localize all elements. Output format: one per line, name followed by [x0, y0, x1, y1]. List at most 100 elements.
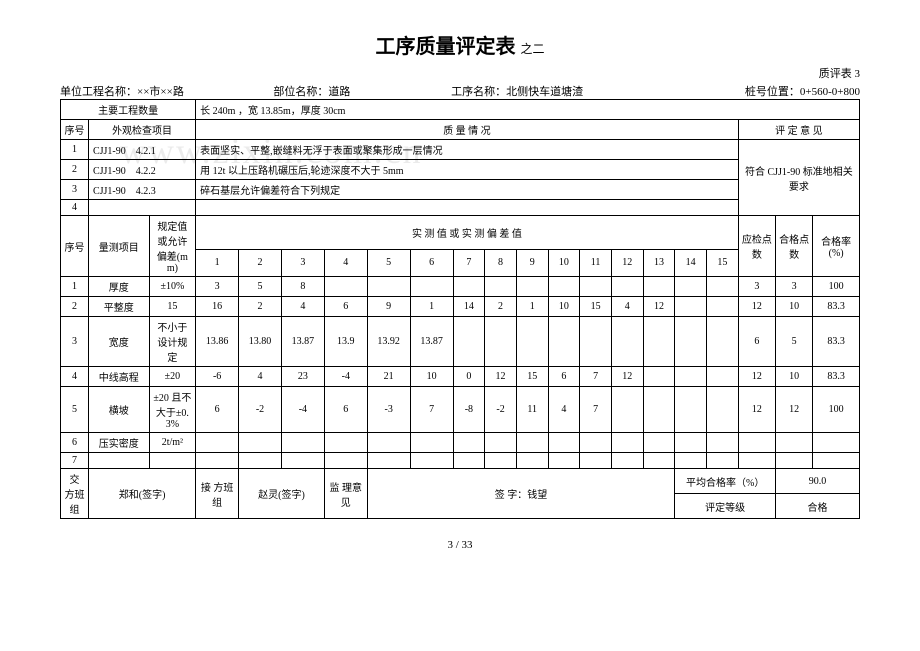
cell: 8	[485, 249, 517, 276]
col-seq: 序号	[61, 120, 89, 140]
cell	[580, 433, 612, 453]
cell: 用 12t 以上压路机碾压后,轮迹深度不大于 5mm	[196, 160, 739, 180]
cell: 4	[61, 367, 89, 387]
opinion-cell: 符合 CJJ1-90 标准地相关要求	[738, 140, 859, 216]
cell	[707, 453, 739, 469]
cell: 12	[611, 367, 643, 387]
cell	[149, 453, 196, 469]
cell: 2	[61, 160, 89, 180]
cell	[453, 277, 485, 297]
cell	[775, 453, 812, 469]
cell: 100	[813, 387, 860, 433]
cell: 6	[324, 387, 367, 433]
cell	[675, 277, 707, 297]
cell: 13.80	[239, 317, 282, 367]
cell	[485, 453, 517, 469]
cell: 10	[775, 297, 812, 317]
cell: 16	[196, 297, 239, 317]
cell: 7	[410, 387, 453, 433]
cell: 规定值或允许偏差(mm)	[149, 216, 196, 277]
cell: 3	[196, 277, 239, 297]
cell	[548, 317, 580, 367]
cell	[410, 453, 453, 469]
cell: 7	[61, 453, 89, 469]
cell: 评定等级	[675, 494, 776, 519]
cell	[813, 453, 860, 469]
proc-value: 北侧快车道塘渣	[506, 86, 583, 98]
appearance-row: 1 CJJ1-90 4.2.1 表面坚实、平整,嵌缝料无浮于表面或聚集形成一层情…	[61, 140, 860, 160]
cell: ±10%	[149, 277, 196, 297]
meas-header-1: 序号 量测项目 规定值或允许偏差(mm) 实 测 值 或 实 测 偏 差 值 应…	[61, 216, 860, 250]
cell	[88, 453, 149, 469]
cell	[738, 433, 775, 453]
cell: 10	[548, 249, 580, 276]
cell: 碎石基层允许偏差符合下列规定	[196, 180, 739, 200]
cell: 平整度	[88, 297, 149, 317]
cell: 赵灵(签字)	[239, 469, 325, 519]
cell: 7	[580, 387, 612, 433]
cell	[707, 387, 739, 433]
cell: 13.87	[410, 317, 453, 367]
cell: 宽度	[88, 317, 149, 367]
cell	[485, 317, 517, 367]
cell	[580, 453, 612, 469]
cell: 23	[281, 367, 324, 387]
cell: 10	[548, 297, 580, 317]
cell	[196, 453, 239, 469]
cell: 厚度	[88, 277, 149, 297]
cell	[611, 277, 643, 297]
cell: 15	[149, 297, 196, 317]
cell: 量测项目	[88, 216, 149, 277]
cell: 7	[453, 249, 485, 276]
cell: 7	[580, 367, 612, 387]
cell: 12	[775, 387, 812, 433]
table-row: 2平整度15162469114211015412121083.3	[61, 297, 860, 317]
cell: 2	[485, 297, 517, 317]
cell	[324, 453, 367, 469]
cell: 4	[61, 200, 89, 216]
cell: 4	[239, 367, 282, 387]
cell: CJJ1-90 4.2.3	[88, 180, 195, 200]
cell: 1	[196, 249, 239, 276]
cell	[196, 200, 739, 216]
cell: 2	[239, 249, 282, 276]
cell: 14	[675, 249, 707, 276]
table-row: 6压实密度2t/m²	[61, 433, 860, 453]
main-table: 主要工程数量 长 240m ，宽 13.85m，厚度 30cm 序号 外观检查项…	[60, 99, 860, 519]
cell: 2t/m²	[149, 433, 196, 453]
cell: 4	[324, 249, 367, 276]
cell: 接 方班 组	[196, 469, 239, 519]
proc-label: 工序名称：	[451, 86, 506, 98]
cell: 压实密度	[88, 433, 149, 453]
cell	[775, 433, 812, 453]
cell: ±20 且不大于±0.3%	[149, 387, 196, 433]
cell: 83.3	[813, 317, 860, 367]
cell	[485, 277, 517, 297]
cell: 4	[611, 297, 643, 317]
cell: 1	[516, 297, 548, 317]
pile-value: 0+560-0+800	[800, 86, 860, 98]
appearance-header: 序号 外观检查项目 质 量 情 况 评 定 意 见	[61, 120, 860, 140]
table-row: 5横坡±20 且不大于±0.3%6-2-46-37-8-211471212100	[61, 387, 860, 433]
part-label: 部位名称：	[273, 86, 328, 98]
cell: 1	[410, 297, 453, 317]
cell	[516, 277, 548, 297]
cell: 100	[813, 277, 860, 297]
cell	[324, 277, 367, 297]
cell	[611, 433, 643, 453]
table-row: 3宽度不小于设计规定13.8613.8013.8713.913.9213.876…	[61, 317, 860, 367]
cell: ±20	[149, 367, 196, 387]
cell	[281, 453, 324, 469]
cell	[643, 433, 675, 453]
cell	[548, 453, 580, 469]
cell: 6	[61, 433, 89, 453]
cell	[367, 277, 410, 297]
cell: -3	[367, 387, 410, 433]
cell: 15	[580, 297, 612, 317]
cell	[675, 297, 707, 317]
cell	[611, 317, 643, 367]
qty-value: 长 240m ，宽 13.85m，厚度 30cm	[196, 100, 860, 120]
title-main: 工序质量评定表	[375, 36, 515, 58]
cell	[239, 453, 282, 469]
cell	[410, 277, 453, 297]
